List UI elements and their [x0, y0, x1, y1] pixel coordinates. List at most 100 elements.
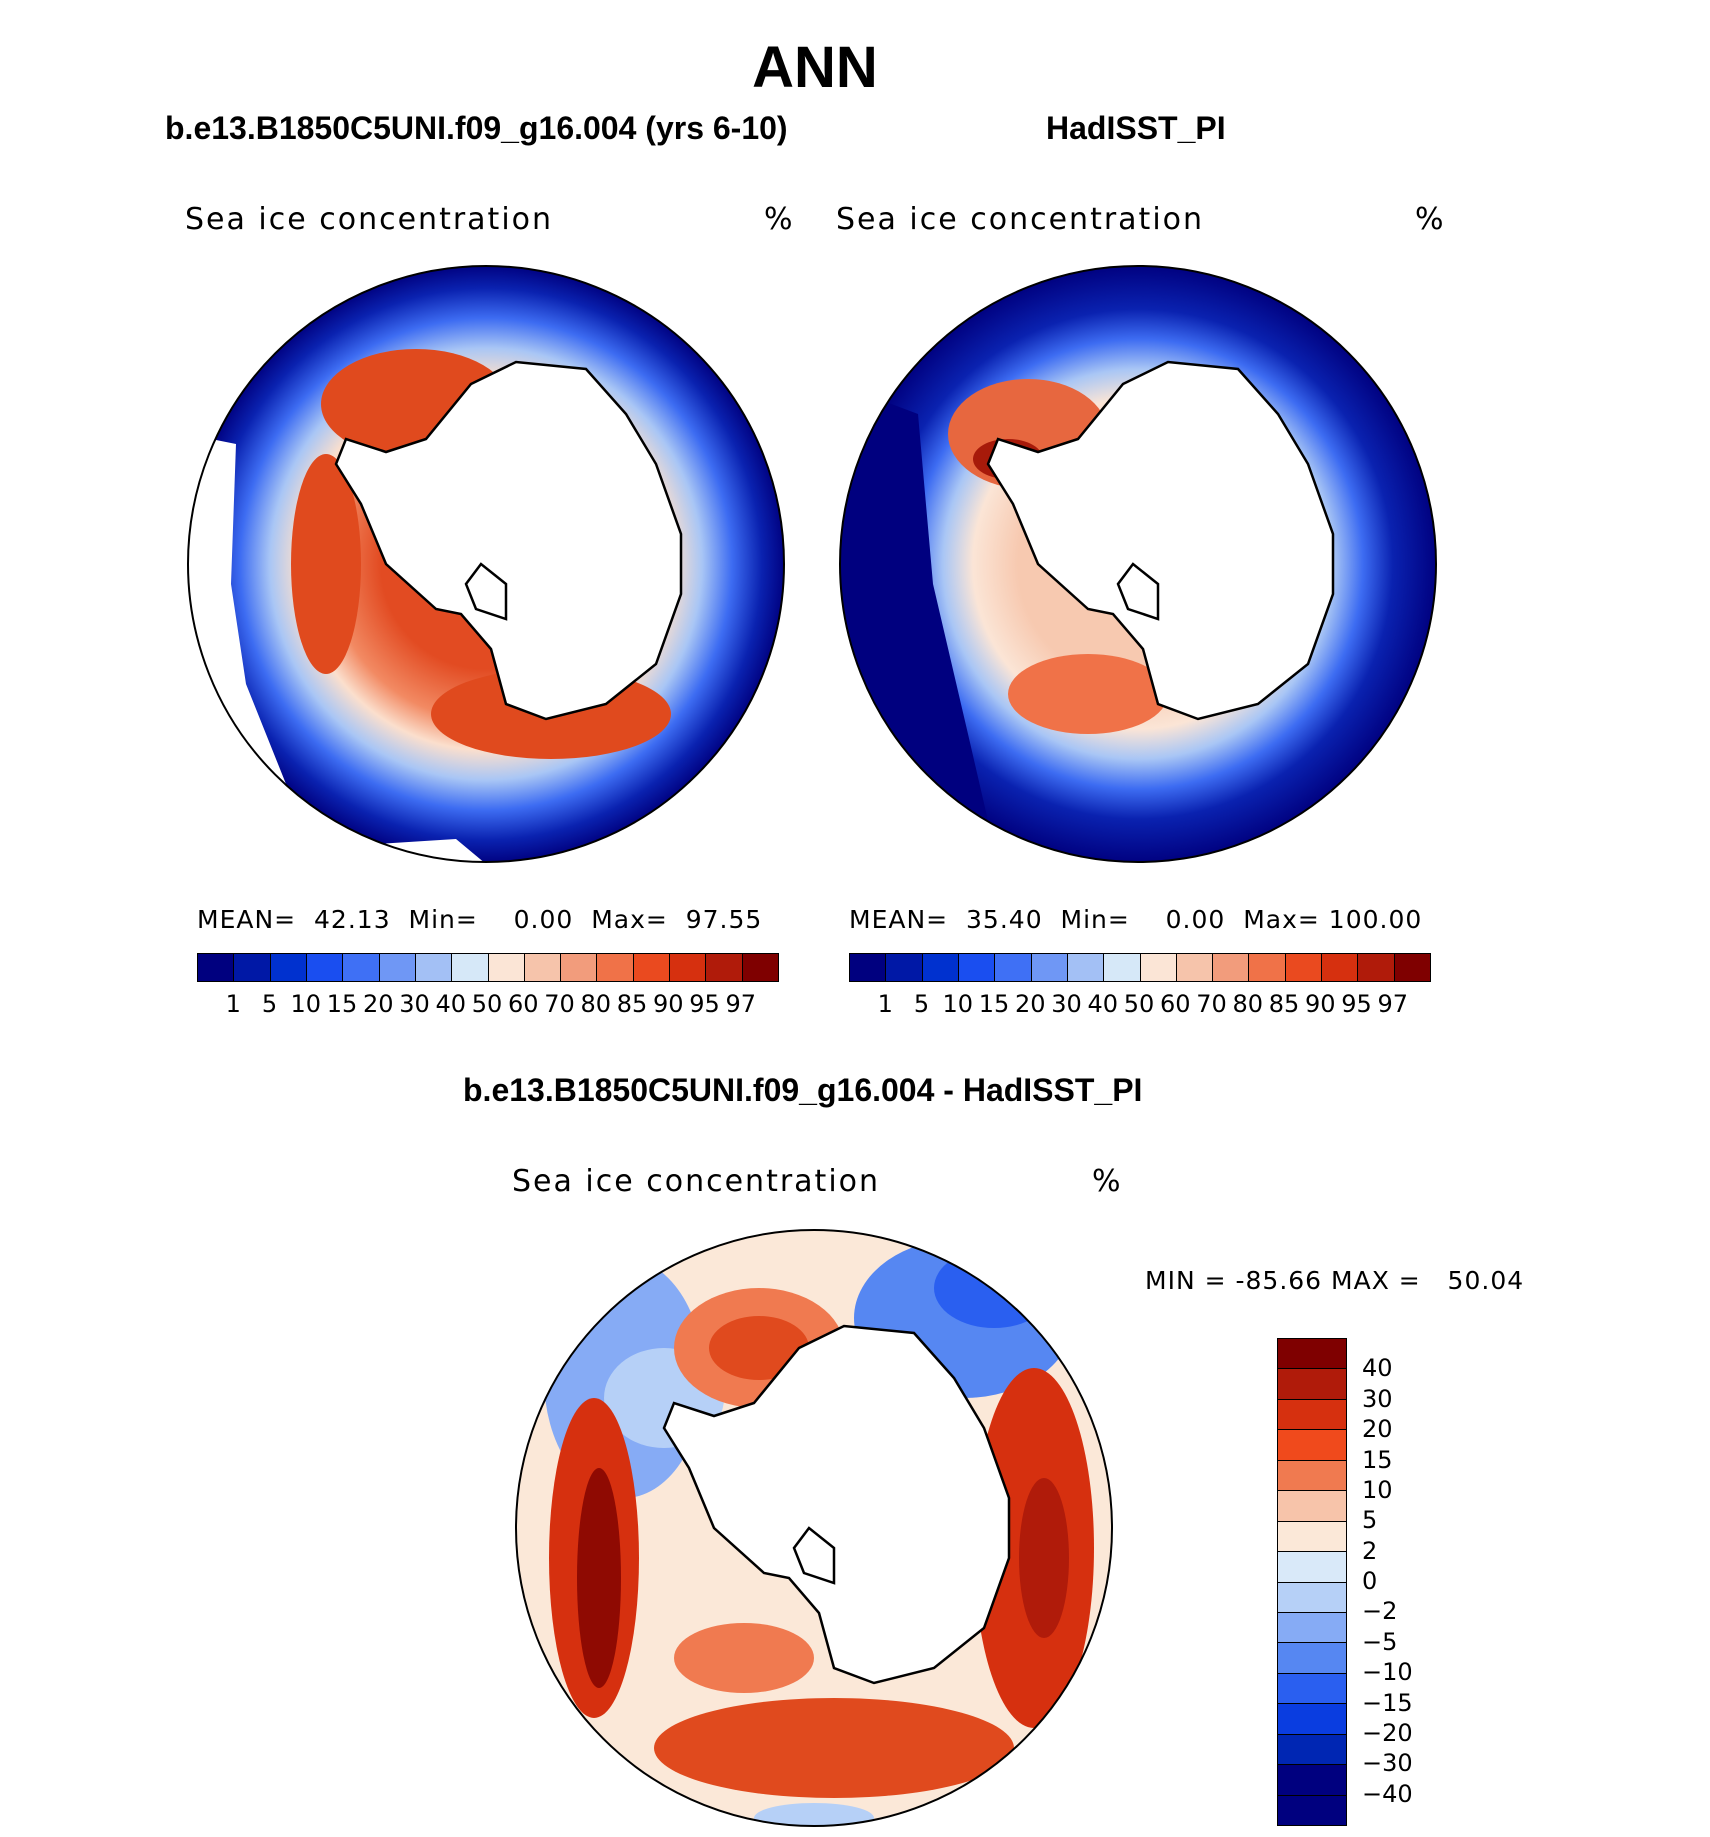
- diff-colorbar-tick-label: −30: [1362, 1749, 1413, 1778]
- page-title: ANN: [752, 35, 878, 100]
- diff-colorbar-swatch: [1278, 1582, 1346, 1613]
- panel1-colorbar-swatch: [234, 954, 271, 981]
- panel1-colorbar-swatch: [270, 954, 307, 981]
- diff-colorbar-tick-label: 10: [1362, 1475, 1393, 1504]
- panel1-colorbar-swatch: [670, 954, 707, 981]
- panel2-colorbar-swatch: [1104, 954, 1141, 981]
- diff-colorbar-swatch: [1278, 1673, 1346, 1705]
- panel2-variable-label: Sea ice concentration: [836, 202, 1205, 237]
- panel1-colorbar-tick-label: 1: [225, 990, 241, 1018]
- panel2-colorbar-tick-label: 10: [942, 990, 974, 1018]
- panel1-colorbar-swatch: [597, 954, 634, 981]
- diff-colorbar-tick-label: −2: [1362, 1597, 1398, 1626]
- panel1-colorbar-swatch: [524, 954, 562, 981]
- panel2-colorbar-swatch: [886, 954, 923, 981]
- panel1-colorbar-ticks: 1 5 10 15 20 30 40 50 60 70 80 85 90 95 97: [197, 990, 777, 1020]
- diff-colorbar-tick-label: 30: [1362, 1384, 1393, 1413]
- diff-variable-label: Sea ice concentration: [512, 1164, 881, 1199]
- panel2-colorbar-tick-label: 60: [1159, 990, 1191, 1018]
- panel2-units-label: %: [1415, 202, 1444, 237]
- panel1-colorbar-swatch: [379, 954, 416, 981]
- panel1-colorbar-swatch: [452, 954, 489, 981]
- panel2-polar-map: [839, 265, 1437, 863]
- panel1-colorbar: [197, 953, 779, 982]
- panel1-min-value: 0.00: [513, 905, 574, 934]
- panel1-colorbar-tick-label: 80: [580, 990, 612, 1018]
- panel1-colorbar-swatch: [742, 954, 778, 981]
- panel1-colorbar-tick-label: 70: [544, 990, 575, 1018]
- panel2-min-label: Min=: [1060, 905, 1130, 934]
- panel1-stats: MEAN= 42.13 Min= 0.00 Max= 97.55: [197, 905, 762, 934]
- panel2-colorbar-tick-label: 30: [1051, 990, 1082, 1018]
- panel2-max-value: 100.00: [1328, 905, 1423, 934]
- panel2-case-title: HadISST_PI: [1046, 110, 1226, 146]
- diff-colorbar-swatch: [1278, 1369, 1346, 1400]
- diff-colorbar-tick-label: 2: [1362, 1536, 1378, 1565]
- panel2-colorbar-swatch: [1249, 954, 1286, 981]
- diff-units-label: %: [1092, 1164, 1121, 1199]
- panel1-units-label: %: [764, 202, 793, 237]
- panel2-colorbar-swatch: [850, 954, 887, 981]
- diff-minmax: MIN = -85.66 MAX = 50.04: [1145, 1266, 1525, 1295]
- diff-colorbar-tick-label: −15: [1362, 1688, 1413, 1717]
- panel1-max-value: 97.55: [685, 905, 763, 934]
- panel2-colorbar-tick-label: 15: [978, 990, 1010, 1018]
- panel1-colorbar-swatch: [706, 954, 743, 981]
- diff-colorbar-tick-label: 20: [1362, 1415, 1393, 1444]
- panel2-max-label: Max=: [1243, 905, 1320, 934]
- panel1-colorbar-tick-label: 40: [435, 990, 467, 1018]
- panel1-colorbar-tick-label: 15: [326, 990, 358, 1018]
- panel2-colorbar-tick-label: 70: [1196, 990, 1227, 1018]
- panel1-colorbar-swatch: [488, 954, 525, 981]
- panel2-colorbar-tick-label: 40: [1087, 990, 1119, 1018]
- panel1-colorbar-tick-label: 60: [507, 990, 539, 1018]
- diff-polar-map: [515, 1229, 1113, 1827]
- diff-colorbar-swatch: [1278, 1399, 1346, 1431]
- diff-colorbar-swatch: [1278, 1765, 1346, 1796]
- panel2-mean-value: 35.40: [966, 905, 1043, 934]
- panel2-colorbar-swatch: [1285, 954, 1323, 981]
- panel1-min-label: Min=: [408, 905, 478, 934]
- panel2-colorbar-swatch: [958, 954, 996, 981]
- panel2-colorbar-swatch: [1213, 954, 1250, 981]
- panel2-colorbar-tick-label: 90: [1304, 990, 1336, 1018]
- diff-title: b.e13.B1850C5UNI.f09_g16.004 - HadISST_P…: [463, 1072, 1143, 1108]
- panel1-mean-label: MEAN=: [197, 905, 297, 934]
- panel2-stats: MEAN= 35.40 Min= 0.00 Max= 100.00: [849, 905, 1422, 934]
- panel2-colorbar-swatch: [1140, 954, 1177, 981]
- diff-colorbar-swatch: [1278, 1612, 1346, 1644]
- panel2-mean-label: MEAN=: [849, 905, 949, 934]
- diff-colorbar-swatch: [1278, 1704, 1346, 1735]
- panel1-colorbar-swatch: [343, 954, 380, 981]
- diff-colorbar-ticks: 40 30 20 15 10 5 2 0 −2 −5 −10 −15 −20 −30 −40: [1362, 1338, 1452, 1824]
- diff-colorbar-tick-label: −40: [1362, 1779, 1413, 1808]
- diff-colorbar-swatch: [1278, 1643, 1346, 1674]
- panel1-colorbar-swatch: [198, 954, 235, 981]
- panel2-colorbar-swatch: [995, 954, 1032, 981]
- panel1-mean-value: 42.13: [314, 905, 391, 934]
- diff-colorbar-tick-label: −5: [1362, 1627, 1398, 1656]
- diff-colorbar-tick-label: −20: [1362, 1718, 1413, 1747]
- panel1-colorbar-tick-label: 97: [725, 990, 757, 1018]
- diff-colorbar-swatch: [1278, 1460, 1346, 1492]
- diff-colorbar-swatch: [1278, 1430, 1346, 1461]
- panel1-variable-label: Sea ice concentration: [185, 202, 554, 237]
- panel1-colorbar-tick-label: 5: [261, 990, 278, 1018]
- panel1-colorbar-swatch: [306, 954, 344, 981]
- diff-colorbar-swatch: [1278, 1339, 1346, 1370]
- diff-colorbar-swatch: [1278, 1552, 1346, 1583]
- diff-colorbar-tick-label: 5: [1362, 1506, 1378, 1535]
- diff-colorbar-swatch: [1278, 1734, 1346, 1766]
- panel2-colorbar-swatch: [1176, 954, 1214, 981]
- panel2-colorbar: [849, 953, 1431, 982]
- panel1-polar-map: [187, 265, 785, 863]
- panel2-colorbar-tick-label: 1: [877, 990, 893, 1018]
- panel2-colorbar-ticks: 1 5 10 15 20 30 40 50 60 70 80 85 90 95 97: [849, 990, 1429, 1020]
- panel2-colorbar-tick-label: 5: [913, 990, 930, 1018]
- diff-colorbar-tick-label: 15: [1362, 1445, 1393, 1474]
- diff-colorbar-swatch: [1278, 1491, 1346, 1522]
- panel1-colorbar-tick-label: 90: [652, 990, 684, 1018]
- panel2-colorbar-tick-label: 85: [1268, 990, 1300, 1018]
- diff-colorbar-swatch: [1278, 1521, 1346, 1553]
- panel2-colorbar-swatch: [1358, 954, 1395, 981]
